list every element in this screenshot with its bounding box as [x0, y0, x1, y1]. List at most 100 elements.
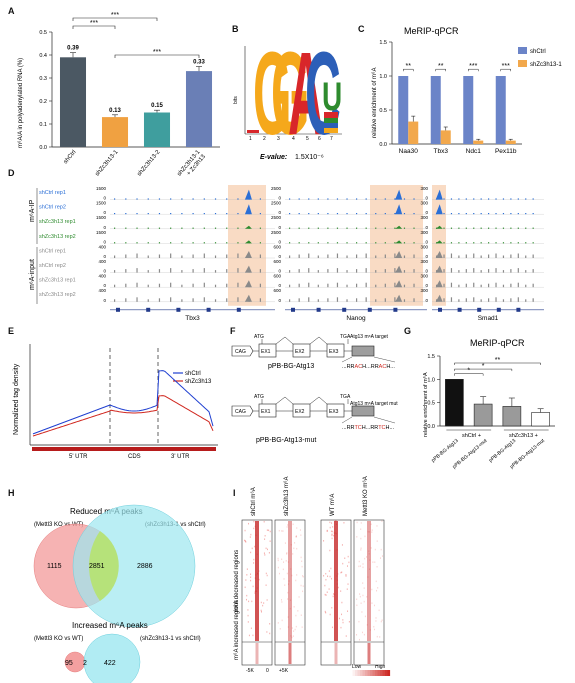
- track-scale-min: 0: [425, 225, 428, 230]
- track-signal: [394, 282, 396, 288]
- heatmap-speck: [331, 522, 333, 524]
- track-peak: [435, 280, 443, 288]
- track-scale-min: 0: [103, 298, 106, 303]
- logo-letter-2: G: [271, 28, 310, 160]
- heatmap-legend-cell: [370, 670, 373, 676]
- track-signal: [384, 254, 386, 258]
- heatmap-speck: [293, 606, 295, 608]
- heatmap-speck: [268, 552, 270, 554]
- gene-model-exon: [438, 307, 442, 312]
- track-signal: [517, 282, 519, 288]
- track-signal: [192, 213, 194, 215]
- track-signal: [203, 297, 205, 302]
- track-signal: [346, 242, 348, 244]
- track-label: shZc3h13 rep2: [39, 292, 76, 298]
- heatmap-speck: [341, 544, 343, 546]
- heatmap-speck: [286, 552, 288, 554]
- heatmap-speck: [291, 574, 293, 577]
- a-sig-label: ***: [153, 49, 161, 56]
- track-signal: [226, 227, 228, 229]
- panel-f-constructs: CAG EX1 EX2 EX3 ATG TGA Atg13 m⁶A target…: [231, 334, 398, 444]
- heatmap-speck: [373, 628, 375, 631]
- heatmap-speck: [371, 529, 373, 531]
- heatmap-speck: [360, 528, 362, 530]
- track-signal: [298, 254, 300, 258]
- heatmap-speck: [364, 535, 366, 538]
- gene-model-exon: [116, 307, 120, 312]
- c2-tga: TGA: [340, 394, 351, 400]
- track-signal: [214, 299, 217, 302]
- heatmap-speck: [379, 636, 381, 638]
- heatmap-speck: [358, 565, 360, 568]
- heatmap-speck: [342, 619, 344, 621]
- track-signal: [125, 254, 127, 258]
- heatmap-speck: [326, 529, 328, 532]
- track-signal: [495, 242, 497, 244]
- track-signal: [327, 227, 329, 229]
- heatmap-speck: [334, 520, 336, 522]
- heatmap-speck: [260, 609, 262, 612]
- track-scale-max: 400: [98, 288, 106, 293]
- heatmap-speck: [331, 577, 333, 580]
- track-signal: [450, 268, 453, 273]
- logo-pos-3: 3: [277, 136, 280, 142]
- c-bar: [408, 121, 419, 144]
- heatmap-speck: [277, 559, 279, 562]
- track-signal: [525, 255, 527, 258]
- region-cds: CDS: [128, 454, 141, 460]
- heatmap-xtick-right: +5K: [279, 668, 289, 674]
- heatmap-legend-cell: [352, 670, 356, 676]
- track-signal: [125, 298, 127, 302]
- heatmap-speck: [250, 627, 252, 630]
- highlight-region: [432, 185, 446, 306]
- c2-motif-post: H...: [386, 425, 395, 431]
- heatmap-speck: [329, 521, 331, 524]
- c2-target: Atg13 m⁶A target mut: [350, 401, 398, 407]
- heatmap-speck: [246, 568, 248, 570]
- heatmap-speck: [250, 579, 252, 582]
- heatmap-speck: [347, 610, 349, 612]
- heatmap-speck: [378, 609, 380, 612]
- heatmap-col-1: shCtrl m⁶A: [250, 487, 257, 516]
- track-signal: [259, 269, 261, 273]
- heatmap-speck: [342, 621, 344, 624]
- g-sig-label: **: [495, 357, 501, 364]
- heatmap-legend-cell: [360, 670, 363, 676]
- heatmap-speck: [258, 578, 260, 581]
- track-signal: [226, 242, 228, 244]
- track-signal: [532, 213, 534, 215]
- heatmap-speck: [287, 561, 289, 563]
- track-signal: [203, 198, 205, 200]
- track-signal: [365, 268, 367, 273]
- track-signal: [458, 284, 460, 288]
- heatmap-speck: [269, 530, 271, 533]
- heatmap-speck: [324, 584, 326, 587]
- track-signal: [327, 213, 329, 215]
- track-signal: [403, 284, 406, 288]
- heatmap-speck: [372, 561, 374, 563]
- track-scale-min: 0: [425, 283, 428, 288]
- track-signal: [346, 227, 348, 229]
- track-peak: [244, 189, 252, 200]
- heatmap-speck: [381, 619, 383, 621]
- track-signal: [443, 242, 445, 244]
- track-signal: [465, 283, 467, 288]
- a-sig-label: ***: [90, 20, 98, 27]
- heatmap-speck: [287, 616, 289, 618]
- heatmap-speck: [253, 527, 255, 530]
- track-peak: [435, 265, 443, 273]
- heatmap-legend-cell: [387, 670, 391, 676]
- c2-ex1: EX1: [261, 409, 271, 415]
- evalue-value: 1.5X10⁻⁶: [295, 154, 324, 161]
- heatmap-speck: [254, 592, 256, 594]
- heatmap-speck: [368, 531, 370, 533]
- track-scale-min: 0: [425, 196, 428, 201]
- heatmap-xtick-left: -5K: [246, 668, 254, 674]
- heatmap-speck: [331, 626, 333, 629]
- heatmap-speck: [291, 636, 293, 639]
- track-signal: [465, 242, 467, 244]
- heatmap-speck: [362, 582, 364, 584]
- heatmap-speck: [370, 523, 372, 526]
- track-signal: [365, 213, 367, 215]
- heatmap-speck: [301, 626, 303, 628]
